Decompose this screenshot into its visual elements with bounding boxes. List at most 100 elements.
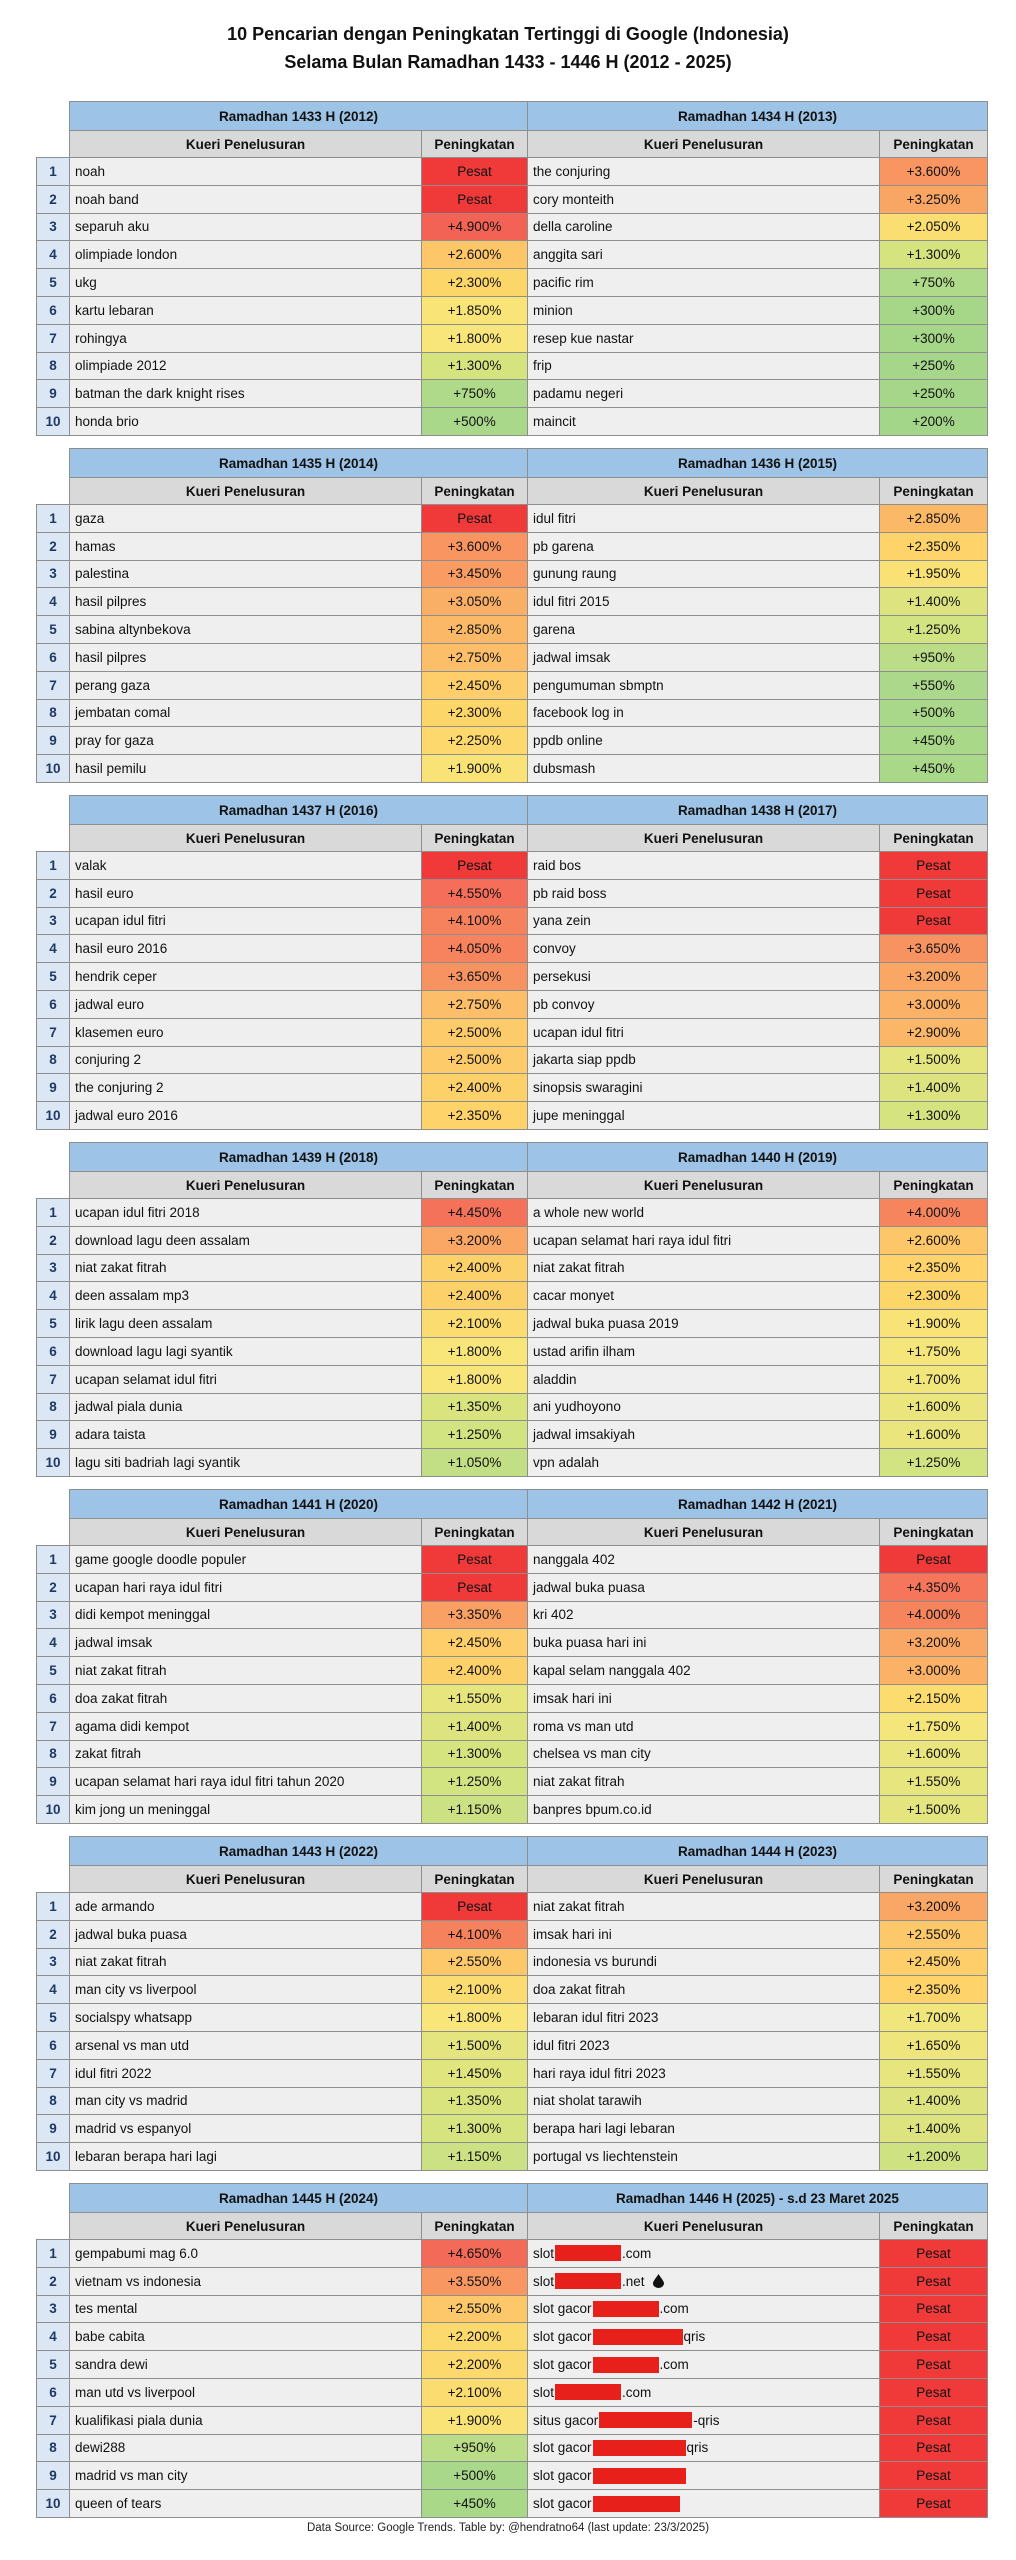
- increase-cell: Pesat: [879, 2294, 988, 2324]
- rank-cell: 5: [36, 2350, 70, 2379]
- query-text: jadwal imsak: [75, 1635, 153, 1651]
- table-title: Ramadhan 1433 H (2012): [69, 101, 528, 131]
- query-text: pb raid boss: [533, 885, 607, 901]
- increase-cell: +2.400%: [421, 1073, 528, 1103]
- query-cell: dewi288: [69, 2433, 422, 2463]
- query-text: niat zakat fitrah: [533, 1260, 625, 1276]
- query-text: download lagu lagi syantik: [75, 1343, 233, 1359]
- query-text: zakat fitrah: [75, 1746, 142, 1762]
- query-text: della caroline: [533, 219, 613, 235]
- increase-cell: +2.300%: [421, 698, 528, 728]
- query-cell: sandra dewi: [69, 2350, 422, 2379]
- increase-cell: +1.400%: [879, 2114, 988, 2144]
- column-header: Kueri Penelusuran: [527, 1518, 880, 1546]
- increase-cell: +1.050%: [421, 1448, 528, 1477]
- increase-cell: +1.600%: [879, 1392, 988, 1422]
- rank-cell: 2: [36, 1919, 70, 1949]
- increase-cell: Pesat: [421, 1572, 528, 1602]
- increase-cell: +2.350%: [421, 1101, 528, 1130]
- query-cell: hasil pilpres: [69, 643, 422, 672]
- increase-cell: +3.650%: [879, 934, 988, 964]
- query-text: hasil euro 2016: [75, 941, 168, 957]
- rank-cell: 3: [36, 212, 70, 242]
- increase-cell: +2.750%: [421, 990, 528, 1019]
- rank-cell: 9: [36, 1767, 70, 1797]
- query-cell: separuh aku: [69, 212, 422, 242]
- query-cell: slot .net: [527, 2266, 880, 2296]
- drop: [652, 2274, 664, 2289]
- increase-cell: Pesat: [421, 157, 528, 186]
- increase-cell: +3.200%: [879, 962, 988, 991]
- increase-cell: +3.550%: [421, 2266, 528, 2296]
- increase-cell: +2.400%: [421, 1253, 528, 1283]
- increase-cell: +1.250%: [421, 1420, 528, 1450]
- increase-cell: +3.050%: [421, 587, 528, 617]
- query-text: slot gacor: [533, 2440, 592, 2456]
- query-text: ustad arifin ilham: [533, 1343, 636, 1359]
- query-text: vietnam vs indonesia: [75, 2273, 202, 2289]
- query-cell: lagu siti badriah lagi syantik: [69, 1448, 422, 1477]
- query-text: noah band: [75, 191, 139, 207]
- increase-cell: +1.900%: [421, 754, 528, 783]
- increase-cell: +4.350%: [879, 1572, 988, 1602]
- increase-cell: +1.800%: [421, 2003, 528, 2032]
- query-cell: aladdin: [527, 1364, 880, 1394]
- query-text: jadwal imsakiyah: [533, 1427, 636, 1443]
- column-header: Peningkatan: [421, 824, 528, 852]
- rank-cell: 9: [36, 2114, 70, 2144]
- query-cell: idul fitri 2022: [69, 2058, 422, 2088]
- column-header: Peningkatan: [421, 1518, 528, 1546]
- rank-cell: 10: [36, 1795, 70, 1824]
- query-cell: lebaran idul fitri 2023: [527, 2003, 880, 2032]
- column-header: Kueri Penelusuran: [527, 130, 880, 158]
- query-text: banpres bpum.co.id: [533, 1802, 652, 1818]
- query-cell: convoy: [527, 934, 880, 964]
- query-text: persekusi: [533, 969, 591, 985]
- increase-cell: +2.350%: [879, 1975, 988, 2005]
- column-header: Peningkatan: [879, 2212, 988, 2240]
- column-header: Kueri Penelusuran: [69, 130, 422, 158]
- query-text: arsenal vs man utd: [75, 2037, 190, 2053]
- query-text: adara taista: [75, 1427, 146, 1443]
- query-text: hasil pilpres: [75, 649, 147, 665]
- query-cell: pb convoy: [527, 990, 880, 1019]
- query-cell: gaza: [69, 504, 422, 533]
- increase-cell: +2.850%: [421, 615, 528, 644]
- query-text: resep kue nastar: [533, 330, 634, 346]
- query-text: kim jong un meninggal: [75, 1802, 211, 1818]
- query-cell: slot gacor .com: [527, 2294, 880, 2324]
- increase-cell: +450%: [421, 2489, 528, 2518]
- rank-cell: 5: [36, 962, 70, 991]
- rank-cell: 6: [36, 1684, 70, 1713]
- query-text: gempabumi mag 6.0: [75, 2245, 199, 2261]
- increase-cell: +300%: [879, 296, 988, 325]
- query-cell: frip: [527, 351, 880, 381]
- query-cell: raid bos: [527, 851, 880, 880]
- query-text: hasil pilpres: [75, 594, 147, 610]
- rank-cell: 1: [36, 2239, 70, 2268]
- query-text: kapal selam nanggala 402: [533, 1663, 691, 1679]
- query-cell: rohingya: [69, 323, 422, 353]
- increase-cell: +1.350%: [421, 2086, 528, 2116]
- increase-cell: +750%: [879, 268, 988, 297]
- redaction: [592, 2328, 683, 2345]
- rank-cell: 7: [36, 1711, 70, 1741]
- query-text: jadwal buka puasa: [533, 1579, 645, 1595]
- query-text: jadwal euro: [75, 996, 145, 1012]
- query-cell: babe cabita: [69, 2322, 422, 2352]
- increase-cell: +550%: [879, 670, 988, 700]
- query-cell: hendrik ceper: [69, 962, 422, 991]
- query-cell: idul fitri 2023: [527, 2031, 880, 2060]
- query-cell: slot gacor .com: [527, 2350, 880, 2379]
- query-text: frip: [533, 358, 552, 374]
- rank-cell: 2: [36, 1572, 70, 1602]
- query-text: ade armando: [75, 1898, 155, 1914]
- query-text: perang gaza: [75, 677, 151, 693]
- query-text: vpn adalah: [533, 1455, 600, 1471]
- rank-cell: 5: [36, 268, 70, 297]
- query-cell: ani yudhoyono: [527, 1392, 880, 1422]
- increase-cell: +1.750%: [879, 1711, 988, 1741]
- column-header: Kueri Penelusuran: [69, 824, 422, 852]
- query-text: buka puasa hari ini: [533, 1635, 647, 1651]
- increase-cell: +4.100%: [421, 906, 528, 936]
